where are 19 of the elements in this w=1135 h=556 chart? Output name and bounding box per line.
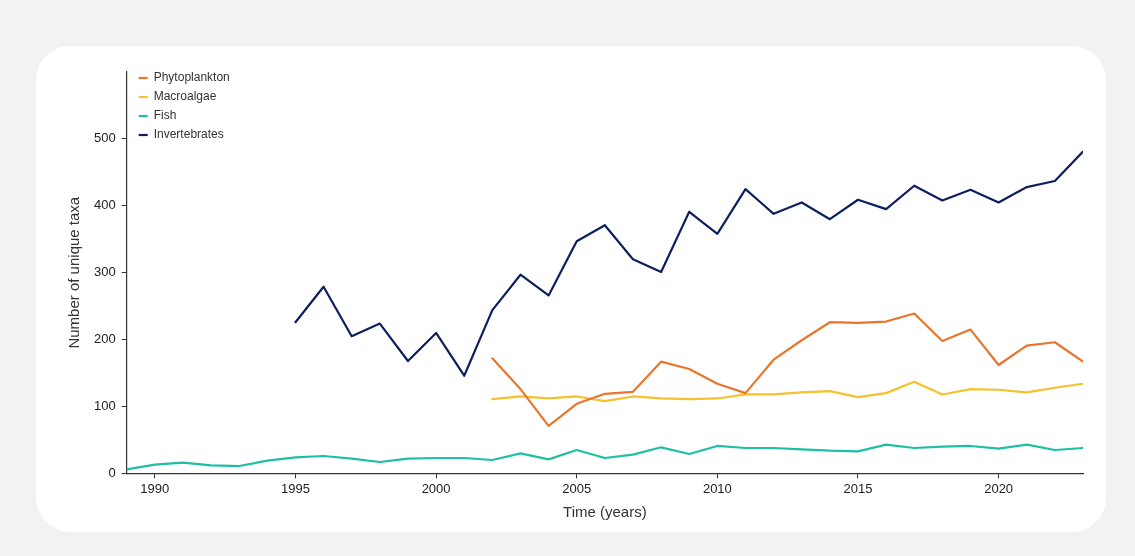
- y-tick-label: 300: [93, 264, 116, 280]
- x-axis-title: Time (years): [563, 503, 647, 521]
- y-axis-title: Number of unique taxa: [65, 196, 83, 349]
- y-tick-label: 0: [108, 464, 116, 480]
- y-tick-label: 500: [93, 130, 116, 146]
- legend-label: Phytoplankton: [153, 70, 230, 85]
- x-tick-label: 2015: [843, 480, 873, 496]
- y-tick-label: 200: [93, 331, 116, 347]
- x-tick-label: 2010: [702, 480, 732, 496]
- legend-label: Invertebrates: [153, 127, 224, 142]
- legend-label: Fish: [153, 108, 177, 123]
- x-tick-label: 2020: [984, 480, 1014, 496]
- x-tick-label: 2000: [421, 480, 451, 496]
- legend-label: Macroalgae: [153, 89, 217, 104]
- x-tick-label: 2005: [562, 480, 592, 496]
- x-tick-label: 1990: [140, 480, 170, 496]
- x-tick-label: 1995: [280, 480, 310, 496]
- y-tick-label: 100: [93, 398, 116, 414]
- y-tick-label: 400: [93, 197, 116, 213]
